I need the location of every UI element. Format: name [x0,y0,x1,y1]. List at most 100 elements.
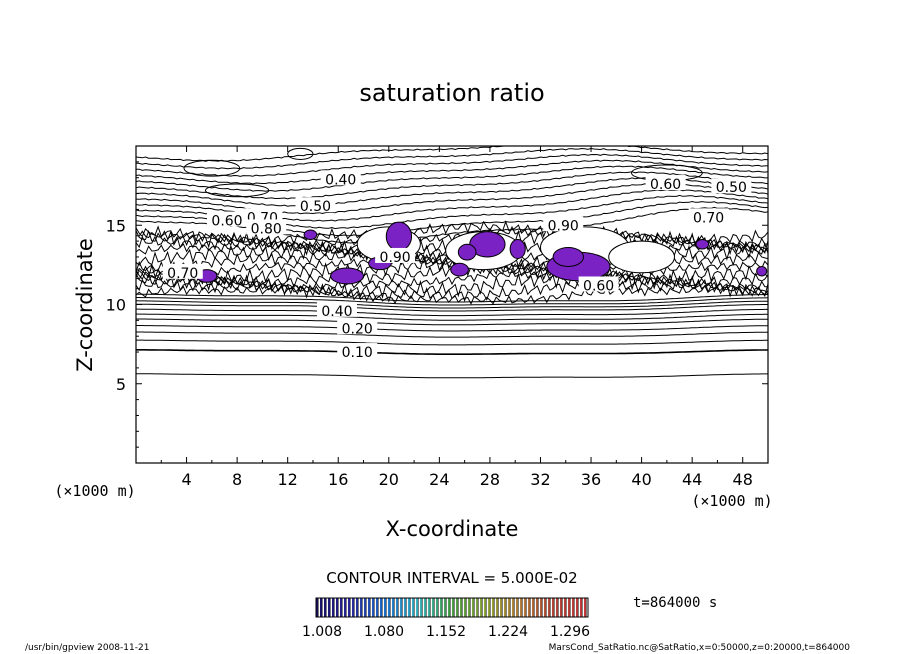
supersaturation-fill [695,239,710,250]
contour-line [136,146,768,162]
contour-line [136,297,768,306]
colorbar-swatch [488,598,491,617]
colorbar-ticks: 1.008 1.080 1.152 1.224 1.296 [302,624,590,640]
contour-label-bg [645,175,686,191]
contour-closed [183,159,241,177]
contour-line [136,293,768,303]
colorbar-swatch [368,598,371,617]
colorbar-swatch [404,598,407,617]
supersaturation-fill [457,243,477,261]
colorbar-swatch [456,598,459,617]
contour-closed [287,147,314,160]
colorbar-swatch [540,598,543,617]
colorbar-swatch [532,598,535,617]
y-tick-label: 15 [106,216,126,235]
x-tick-label: 28 [480,470,500,489]
x-axis-label: X-coordinate [386,517,519,541]
colorbar-swatch [348,598,351,617]
colorbar-swatch [356,598,359,617]
contour-label: 0.20 [342,321,373,337]
colorbar-swatch [504,598,507,617]
contour-label-bg [320,170,361,186]
x-tick-label: 36 [581,470,601,489]
colorbar-swatch [408,598,411,617]
y-axis-ticks: 5 10 15 [106,161,768,448]
contour-label: 0.90 [380,250,411,266]
colorbar-swatch [428,598,431,617]
contour-label: 0.50 [716,180,747,196]
colorbar-swatch [516,598,519,617]
colorbar-swatch [360,598,363,617]
colorbar-swatch [544,598,547,617]
contour-label: 0.10 [342,345,373,361]
colorbar-swatch [580,598,583,617]
chart-title: saturation ratio [359,79,544,107]
contour-label: 0.60 [211,213,242,229]
colorbar-swatch [512,598,515,617]
x-tick-label: 24 [429,470,449,489]
colorbar-swatch [424,598,427,617]
y-tick-label: 5 [116,375,126,394]
colorbar-swatch [536,598,539,617]
colorbar-swatch [384,598,387,617]
contour-label: 0.50 [300,199,331,215]
supersaturation-fill [303,229,318,241]
colorbar-swatch [328,598,331,617]
colorbar-swatch [468,598,471,617]
x-tick-label: 20 [379,470,399,489]
y-axis-label: Z-coordinate [73,238,97,372]
footer-left: /usr/bin/gpview 2008-11-21 [25,643,149,653]
colorbar-swatch [344,598,347,617]
contour-label: 0.70 [167,266,198,282]
contour-line [136,313,768,321]
contour-line [136,165,768,192]
contour-label-bg [711,178,752,194]
contour-label-bg [543,216,584,232]
contour-line [136,349,768,355]
x-tick-label: 16 [328,470,348,489]
contour-line [136,147,768,170]
contour-interval-text: CONTOUR INTERVAL = 5.000E-02 [326,569,577,587]
supersaturation-fill [756,265,768,277]
colorbar-swatch [320,598,323,617]
colorbar-swatch [568,598,571,617]
colorbar-swatch [444,598,447,617]
y-tick-label: 10 [106,296,126,315]
x-tick-label: 4 [181,470,191,489]
colorbar-swatch [548,598,551,617]
contour-line [136,159,768,185]
x-axis-ticks: 4 8 12 16 20 24 28 32 36 40 44 48 [160,146,753,489]
colorbar-swatch [392,598,395,617]
contour-line [136,308,768,317]
supersaturation-fill [509,239,526,260]
colorbar-swatch [520,598,523,617]
contour-label: 0.90 [548,218,579,234]
colorbar-swatch [480,598,483,617]
supersaturation-fill [450,262,469,277]
contour-label-bg [337,319,378,335]
colorbar-tick-label: 1.008 [302,624,342,640]
supersaturation-fill [552,246,584,267]
colorbar-swatch [572,598,575,617]
colorbar-swatch [316,598,319,617]
colorbar-swatch [376,598,379,617]
colorbar-swatch [564,598,567,617]
contour-line [136,331,768,338]
colorbar-swatch [524,598,527,617]
colorbar-tick-label: 1.152 [426,624,466,640]
colorbar-swatch [420,598,423,617]
contour-label-bg [316,301,357,317]
colorbar-swatch [472,598,475,617]
contour-label-bg [578,276,619,292]
colorbar-swatch [576,598,579,617]
x-tick-label: 12 [278,470,298,489]
colorbar-swatch [416,598,419,617]
colorbar-swatch [464,598,467,617]
colorbar-swatch [380,598,383,617]
colorbar-swatch [352,598,355,617]
contour-line [136,206,768,244]
colorbar-swatch [412,598,415,617]
colorbar-swatch [476,598,479,617]
contour-line [136,300,768,309]
time-label: t=864000 s [633,595,717,611]
